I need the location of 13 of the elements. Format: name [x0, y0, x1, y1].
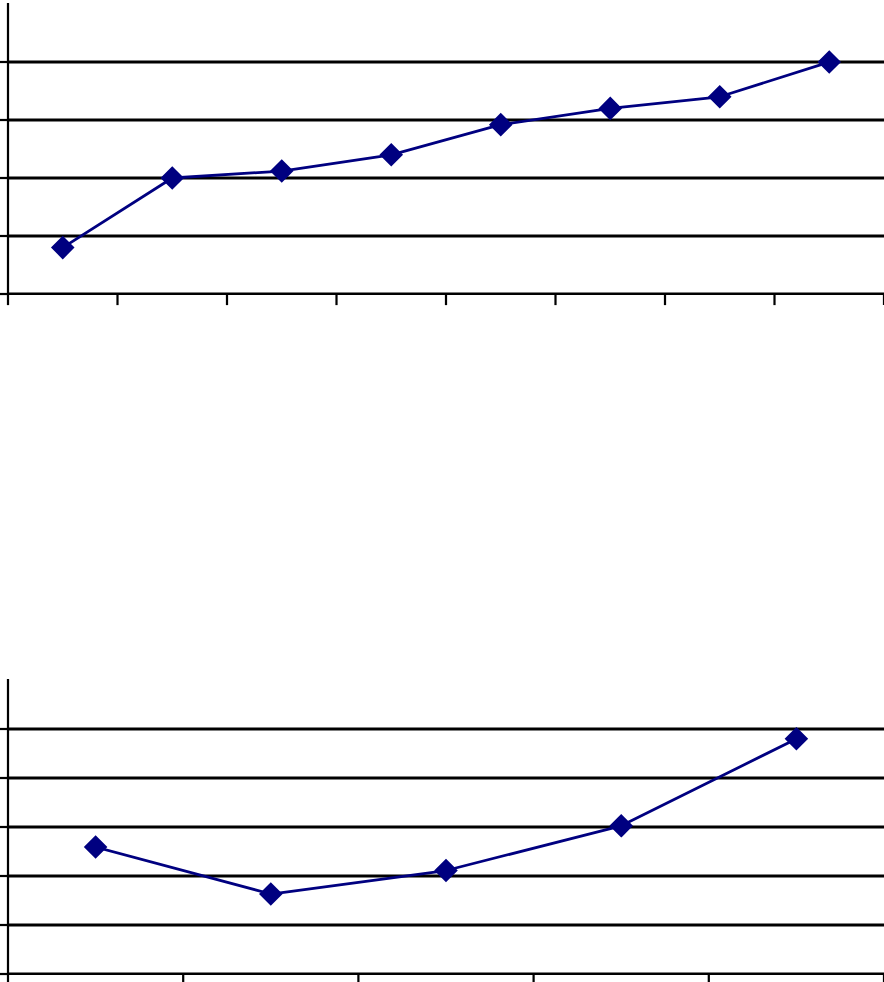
point: [259, 882, 283, 906]
point: [489, 113, 512, 136]
point: [51, 236, 74, 259]
point: [380, 143, 403, 167]
point: [609, 814, 633, 838]
point: [785, 727, 808, 751]
point: [161, 166, 184, 190]
point: [84, 835, 107, 859]
point: [270, 159, 293, 183]
point: [708, 85, 731, 109]
point: [818, 50, 841, 74]
point: [599, 97, 622, 120]
point: [434, 859, 458, 882]
